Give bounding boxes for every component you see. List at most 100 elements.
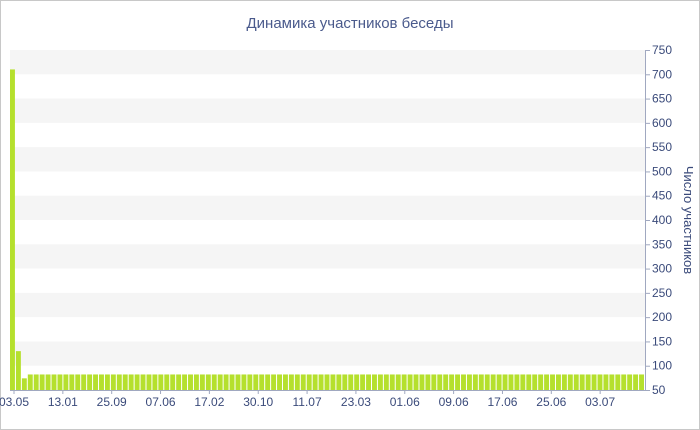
bar xyxy=(389,374,395,390)
bar xyxy=(104,374,110,390)
bar xyxy=(193,374,199,390)
x-tick-label: 09.06 xyxy=(439,395,469,409)
bar xyxy=(140,374,146,390)
bar xyxy=(93,374,99,390)
bar xyxy=(21,378,27,390)
y-tick-label: 450 xyxy=(652,189,672,203)
bar xyxy=(597,374,603,390)
y-tick-label: 500 xyxy=(652,164,672,178)
y-tick-label: 400 xyxy=(652,213,672,227)
bar xyxy=(27,374,33,390)
bar xyxy=(520,374,526,390)
bar xyxy=(348,374,354,390)
bar xyxy=(555,374,561,390)
bar xyxy=(122,374,128,390)
bar xyxy=(591,374,597,390)
bar xyxy=(360,374,366,390)
bar xyxy=(579,374,585,390)
bar xyxy=(627,374,633,390)
bar xyxy=(164,374,170,390)
x-tick-label: 25.09 xyxy=(97,395,127,409)
bar xyxy=(466,374,472,390)
bar xyxy=(455,374,461,390)
grid-band xyxy=(10,195,645,220)
bar xyxy=(152,374,158,390)
y-axis-ticks: 50 100 150 200 250 300 350 400 450 500 550 600 650 70… xyxy=(645,43,672,397)
bar xyxy=(241,374,247,390)
y-tick-label: 750 xyxy=(652,43,672,57)
bar xyxy=(526,374,532,390)
y-tick-label: 600 xyxy=(652,116,672,130)
grid-band xyxy=(10,244,645,269)
bar xyxy=(45,374,51,390)
bar xyxy=(306,374,312,390)
bar xyxy=(443,374,449,390)
grid-band xyxy=(10,98,645,123)
bar xyxy=(544,374,550,390)
bar xyxy=(265,374,271,390)
bar xyxy=(253,374,259,390)
bar xyxy=(621,374,627,390)
bar xyxy=(336,374,342,390)
bar xyxy=(419,374,425,390)
y-tick-label: 250 xyxy=(652,286,672,300)
bar xyxy=(401,374,407,390)
grid-band xyxy=(10,341,645,366)
bar xyxy=(383,374,389,390)
bar xyxy=(300,374,306,390)
x-tick-label: 07.06 xyxy=(146,395,176,409)
bar xyxy=(39,374,45,390)
y-tick-label: 50 xyxy=(652,383,666,397)
bar xyxy=(217,374,223,390)
x-tick-label: 03.07 xyxy=(585,395,615,409)
bar xyxy=(461,374,466,390)
grid-band xyxy=(10,292,645,318)
x-axis-ticks: 03.05 13.01 25.09 07.06 17.02 30.10 11.07 23.03… xyxy=(0,390,615,409)
bar xyxy=(87,374,93,390)
bar xyxy=(478,374,484,390)
bar xyxy=(490,374,496,390)
bar xyxy=(205,374,211,390)
x-tick-label: 17.06 xyxy=(487,395,517,409)
bar xyxy=(407,374,413,390)
bar xyxy=(615,374,621,390)
bar xyxy=(259,374,265,390)
x-tick-label: 25.06 xyxy=(536,395,566,409)
bar xyxy=(639,374,644,390)
y-tick-label: 550 xyxy=(652,140,672,154)
bar xyxy=(324,374,330,390)
bar xyxy=(472,374,478,390)
bar xyxy=(33,374,39,390)
x-tick-label: 03.05 xyxy=(0,395,29,409)
grid-bands xyxy=(10,50,645,366)
bar xyxy=(366,374,371,390)
bar xyxy=(395,374,401,390)
bar xyxy=(342,374,348,390)
bar xyxy=(188,374,193,390)
grid-band xyxy=(10,50,645,75)
bar xyxy=(312,374,318,390)
y-tick-label: 700 xyxy=(652,67,672,81)
bar xyxy=(211,374,217,390)
bar xyxy=(508,374,514,390)
bar xyxy=(567,374,573,390)
x-tick-label: 23.03 xyxy=(341,395,371,409)
bar xyxy=(449,374,455,390)
bar xyxy=(51,374,57,390)
bar xyxy=(514,374,520,390)
grid-band xyxy=(10,147,645,172)
x-tick-label: 11.07 xyxy=(293,395,322,409)
bar xyxy=(99,374,104,390)
y-tick-label: 350 xyxy=(652,237,672,251)
bar xyxy=(633,374,639,390)
bar xyxy=(69,374,75,390)
bar xyxy=(170,374,176,390)
bar xyxy=(502,374,508,390)
bar xyxy=(75,374,81,390)
bar xyxy=(176,374,182,390)
bar xyxy=(146,374,152,390)
y-tick-label: 650 xyxy=(652,92,672,106)
bar-series xyxy=(10,69,644,391)
bar xyxy=(561,374,567,390)
